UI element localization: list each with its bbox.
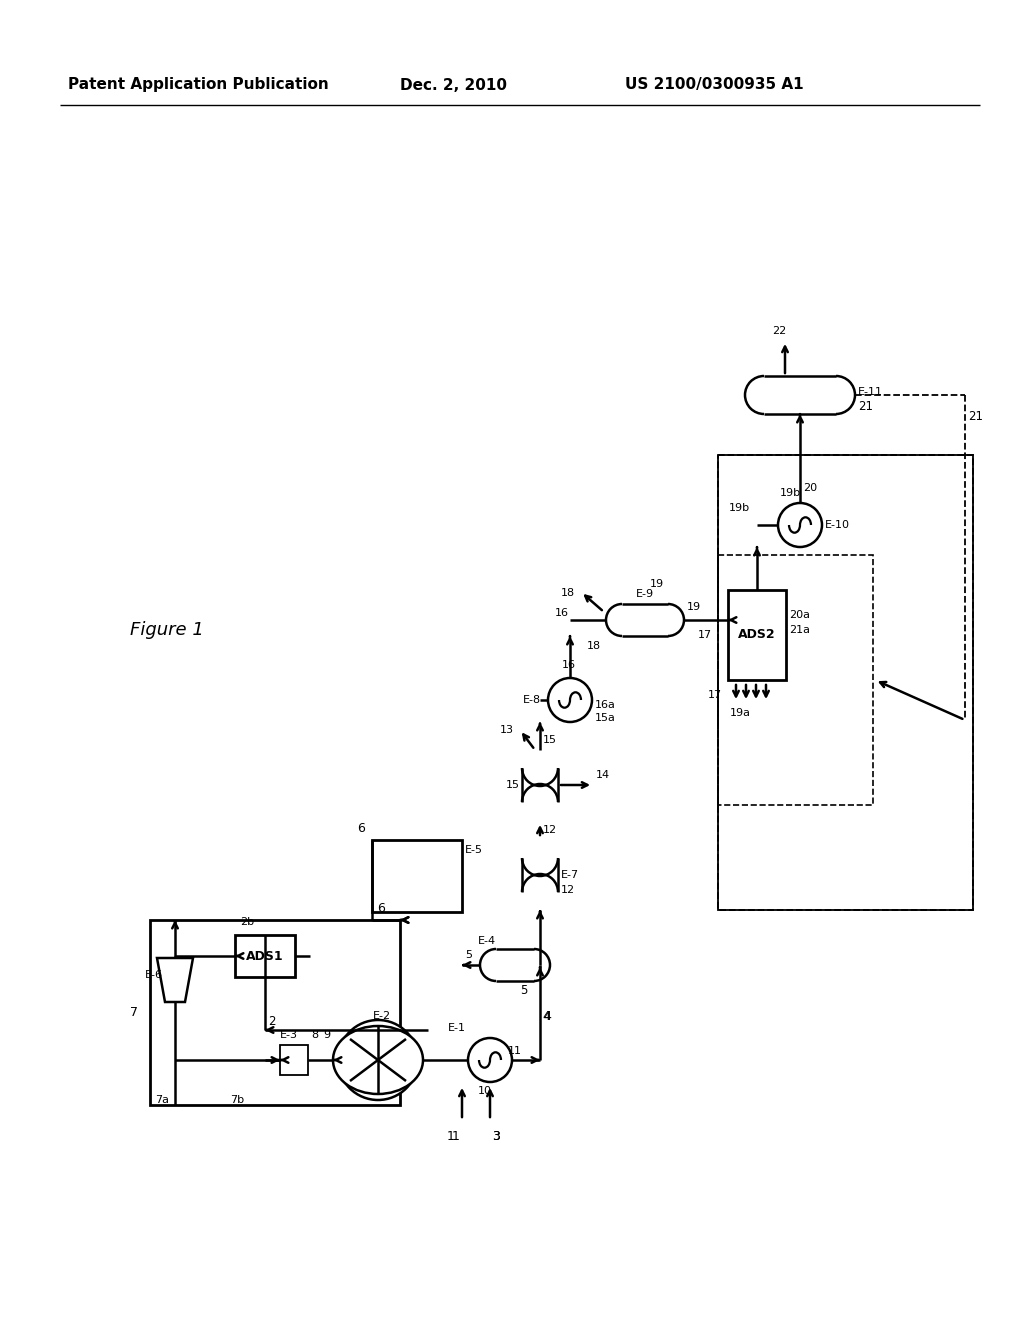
Bar: [728, 590, 786, 680]
Text: E-3: E-3: [280, 1030, 298, 1040]
Text: 3: 3: [492, 1130, 500, 1143]
Text: E-11: E-11: [858, 387, 883, 397]
Text: E-6: E-6: [145, 970, 163, 979]
Text: 1: 1: [453, 1130, 460, 1143]
Text: 16: 16: [562, 660, 575, 671]
Text: 12: 12: [561, 884, 575, 895]
Text: E-9: E-9: [636, 589, 654, 599]
Bar: [764, 376, 836, 414]
Text: E-7: E-7: [561, 870, 580, 880]
Text: 19: 19: [650, 579, 665, 589]
Text: E-10: E-10: [825, 520, 850, 531]
Text: 2b: 2b: [240, 917, 254, 927]
Text: 5: 5: [465, 950, 472, 960]
Text: 1: 1: [447, 1130, 455, 1143]
Text: 16: 16: [555, 609, 569, 618]
Text: 16a: 16a: [595, 700, 615, 710]
Text: 13: 13: [500, 725, 514, 735]
Text: 9: 9: [323, 1030, 330, 1040]
Bar: [496, 949, 534, 981]
Text: 19b: 19b: [780, 488, 801, 498]
Text: 10: 10: [478, 1086, 492, 1096]
Bar: [372, 840, 462, 912]
Text: 7b: 7b: [230, 1096, 244, 1105]
Text: 15: 15: [543, 735, 557, 744]
Circle shape: [338, 1020, 418, 1100]
Text: 7: 7: [130, 1006, 138, 1019]
Text: 6: 6: [357, 822, 365, 836]
Text: E-2: E-2: [373, 1011, 391, 1020]
Bar: [622, 605, 668, 636]
Ellipse shape: [333, 1026, 423, 1094]
Circle shape: [778, 503, 822, 546]
Bar: [522, 768, 558, 803]
Text: 12: 12: [543, 825, 557, 836]
Text: 11: 11: [508, 1045, 522, 1056]
Text: 17: 17: [698, 630, 712, 640]
Text: 21: 21: [858, 400, 873, 413]
Text: 8: 8: [311, 1030, 318, 1040]
Circle shape: [468, 1038, 512, 1082]
Text: 22: 22: [772, 326, 786, 337]
Polygon shape: [157, 958, 193, 1002]
Text: Figure 1: Figure 1: [130, 620, 204, 639]
Text: E-8: E-8: [523, 696, 541, 705]
Text: E-1: E-1: [449, 1023, 466, 1034]
Text: 18: 18: [561, 587, 575, 598]
Text: 18: 18: [587, 642, 601, 651]
Text: 21a: 21a: [790, 624, 810, 635]
Text: Patent Application Publication: Patent Application Publication: [68, 78, 329, 92]
Text: 3: 3: [492, 1130, 500, 1143]
Text: 20: 20: [803, 483, 817, 492]
Text: 15a: 15a: [595, 713, 615, 723]
Bar: [234, 935, 295, 977]
Bar: [718, 554, 873, 805]
Bar: [718, 455, 973, 909]
Text: 6: 6: [377, 902, 385, 915]
Text: 7a: 7a: [155, 1096, 169, 1105]
Text: ADS2: ADS2: [738, 628, 776, 642]
Bar: [522, 858, 558, 892]
Text: 21: 21: [968, 411, 983, 422]
Text: 14: 14: [596, 770, 610, 780]
Text: 2: 2: [268, 1015, 275, 1028]
Text: 19a: 19a: [730, 708, 751, 718]
Circle shape: [548, 678, 592, 722]
Text: 4: 4: [543, 1010, 551, 1023]
Text: 19b: 19b: [729, 503, 751, 513]
Text: US 2100/0300935 A1: US 2100/0300935 A1: [625, 78, 804, 92]
Text: 17: 17: [708, 690, 722, 700]
Text: E-4: E-4: [478, 936, 496, 946]
Text: 19: 19: [687, 602, 701, 612]
Text: 4: 4: [542, 1010, 550, 1023]
Text: 15: 15: [506, 780, 520, 789]
Text: E-5: E-5: [465, 845, 483, 855]
Text: ADS1: ADS1: [246, 949, 284, 962]
Bar: [280, 1045, 308, 1074]
Text: Dec. 2, 2010: Dec. 2, 2010: [400, 78, 507, 92]
Bar: [718, 455, 973, 909]
Text: 20a: 20a: [790, 610, 810, 620]
Bar: [150, 920, 400, 1105]
Text: 5: 5: [520, 983, 527, 997]
